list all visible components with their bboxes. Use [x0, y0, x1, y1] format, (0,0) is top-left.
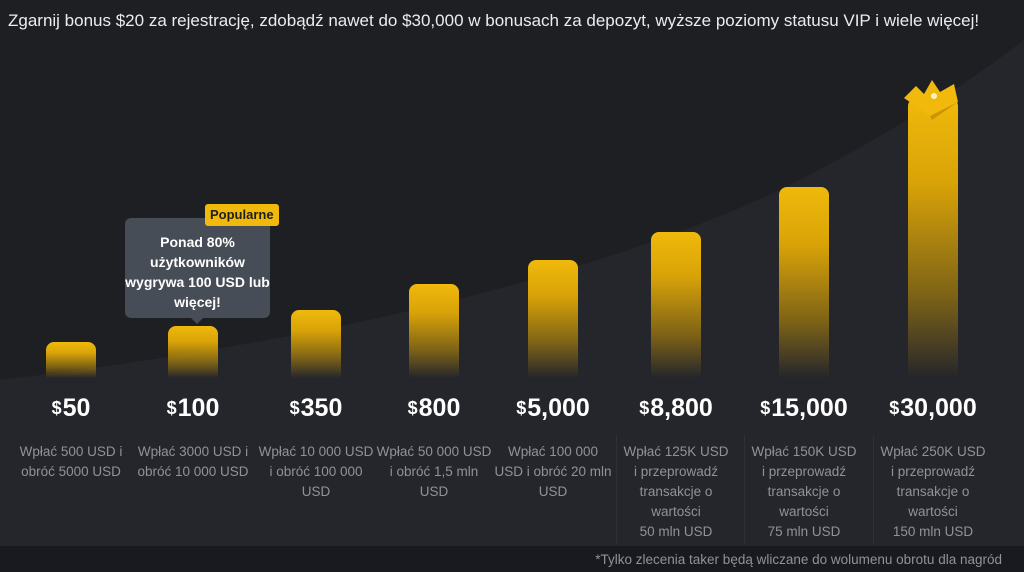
- tier-6: $15,000 Wpłać 150K USD i przeprowadź tran…: [744, 0, 864, 572]
- tier-3: $800 Wpłać 50 000 USD i obróć 1,5 mln USD: [374, 0, 494, 572]
- tier-amount: $50: [11, 394, 131, 423]
- tier-description: Wpłać 500 USD i obróć 5000 USD: [19, 444, 123, 479]
- tier-5: $8,800 Wpłać 125K USD i przeprowadź trans…: [616, 0, 736, 572]
- tier-description: Wpłać 250K USD i przeprowadź transakcje …: [880, 444, 986, 539]
- headline: Zgarnij bonus $20 za rejestrację, zdobąd…: [8, 11, 980, 30]
- column-divider: [873, 435, 874, 545]
- tier-description: Wpłać 3000 USD i obróć 10 000 USD: [137, 444, 249, 479]
- currency-symbol: $: [166, 398, 177, 418]
- tooltip-text: Ponad 80% użytkowników wygrywa 100 USD l…: [125, 234, 270, 310]
- amount-value: 5,000: [527, 394, 590, 422]
- tier-1: $100 Wpłać 3000 USD i obróć 10 000 USD: [133, 0, 253, 572]
- currency-symbol: $: [516, 398, 527, 418]
- popular-tooltip: Ponad 80% użytkowników wygrywa 100 USD l…: [125, 218, 270, 324]
- tier-description: Wpłać 10 000 USD i obróć 100 000 USD: [258, 444, 374, 499]
- footnote: *Tylko zlecenia taker będą wliczane do w…: [595, 552, 1002, 567]
- amount-value: 800: [418, 394, 461, 422]
- amount-value: 15,000: [771, 394, 848, 422]
- tier-description: Wpłać 150K USD i przeprowadź transakcje …: [751, 444, 857, 539]
- tier-bar: [46, 342, 96, 378]
- tier-bar: [908, 98, 958, 378]
- tier-amount: $350: [256, 394, 376, 423]
- amount-value: 50: [62, 394, 91, 422]
- tier-7: $30,000 Wpłać 250K USD i przeprowadź tran…: [873, 0, 993, 572]
- tier-description: Wpłać 100 000 USD i obróć 20 mln USD: [494, 444, 612, 499]
- currency-symbol: $: [760, 398, 771, 418]
- amount-value: 8,800: [650, 394, 713, 422]
- tier-2: $350 Wpłać 10 000 USD i obróć 100 000 USD: [256, 0, 376, 572]
- currency-symbol: $: [407, 398, 418, 418]
- popular-badge: Popularne: [205, 204, 279, 226]
- tier-bar: [528, 260, 578, 378]
- tier-amount: $15,000: [744, 394, 864, 423]
- amount-value: 350: [300, 394, 343, 422]
- tier-4: $5,000 Wpłać 100 000 USD i obróć 20 mln U…: [493, 0, 613, 572]
- tier-amount: $8,800: [616, 394, 736, 423]
- column-divider: [744, 435, 745, 545]
- tier-bar: [291, 310, 341, 378]
- tooltip-arrow: [191, 318, 203, 324]
- tier-0: $50 Wpłać 500 USD i obróć 5000 USD: [11, 0, 131, 572]
- tier-bar: [409, 284, 459, 378]
- currency-symbol: $: [889, 398, 900, 418]
- tier-description: Wpłać 125K USD i przeprowadź transakcje …: [623, 444, 729, 539]
- amount-value: 100: [177, 394, 220, 422]
- tier-bar: [779, 187, 829, 378]
- tier-bar: [651, 232, 701, 378]
- currency-symbol: $: [51, 398, 62, 418]
- currency-symbol: $: [639, 398, 650, 418]
- tier-amount: $5,000: [493, 394, 613, 423]
- tier-description: Wpłać 50 000 USD i obróć 1,5 mln USD: [376, 444, 492, 499]
- tier-bar: [168, 326, 218, 378]
- crown-icon: [904, 80, 958, 120]
- currency-symbol: $: [289, 398, 300, 418]
- tier-amount: $100: [133, 394, 253, 423]
- amount-value: 30,000: [900, 394, 977, 422]
- footer-bar: *Tylko zlecenia taker będą wliczane do w…: [0, 546, 1024, 572]
- tier-amount: $800: [374, 394, 494, 423]
- column-divider: [616, 435, 617, 545]
- tier-amount: $30,000: [873, 394, 993, 423]
